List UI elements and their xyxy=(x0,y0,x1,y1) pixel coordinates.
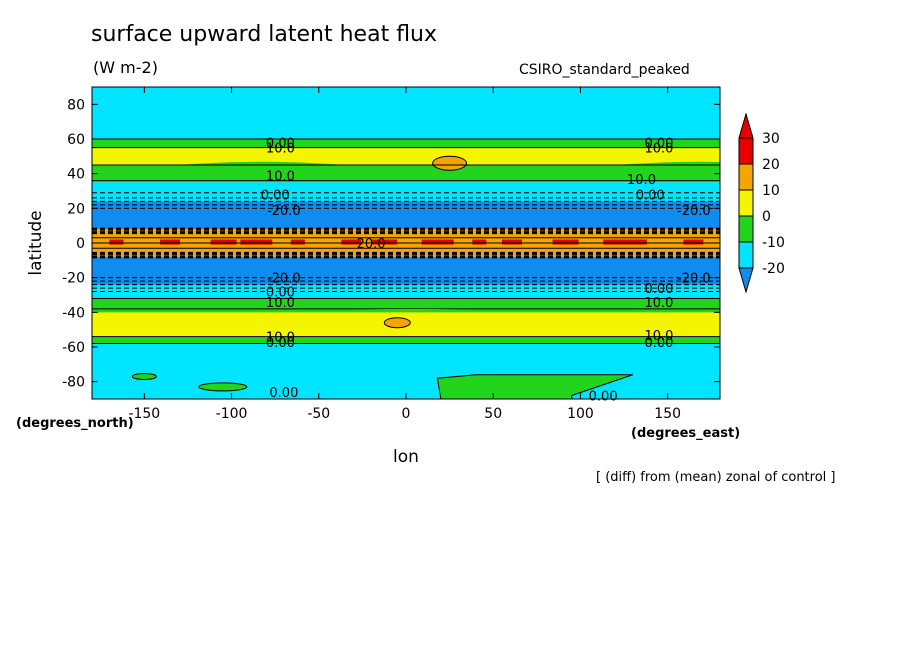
colorbar-swatch xyxy=(738,215,754,243)
plot-features xyxy=(92,155,720,400)
contour-label: 0.00 xyxy=(266,336,295,351)
equatorial-streak xyxy=(341,239,362,245)
contour-label: 0.00 xyxy=(269,386,298,401)
y-tick-label: -20 xyxy=(62,271,85,287)
equatorial-streak xyxy=(501,239,522,245)
equatorial-streak xyxy=(603,239,636,245)
colorbar-swatch xyxy=(738,189,754,217)
x-tick-label: 100 xyxy=(567,406,594,422)
contour-label: 0.00 xyxy=(644,282,673,297)
lat-band-4 xyxy=(92,182,720,202)
sh-green-wave xyxy=(92,304,720,313)
contour-label: 0.00 xyxy=(644,336,673,351)
colorbar-swatch xyxy=(738,137,754,165)
colorbar-label: 10 xyxy=(762,183,780,199)
axes: -150 -100 -50 0 50 100 150 -80 -60 -40 -20 0 20 40 60 8… xyxy=(62,87,720,422)
contour-label: 10.0 xyxy=(266,331,295,346)
contour-label: 0.00 xyxy=(644,136,673,151)
colorbar: -20 -10 0 10 20 30 xyxy=(738,112,785,294)
y-tick-label: 60 xyxy=(67,132,85,148)
equatorial-streak xyxy=(421,239,454,245)
lat-band-7 xyxy=(92,256,720,285)
model-name: CSIRO_standard_peaked xyxy=(519,62,690,78)
x-tick-label: 50 xyxy=(484,406,502,422)
y-tick-label: 0 xyxy=(76,236,85,252)
equatorial-streak xyxy=(160,239,181,245)
y-tick-label: -80 xyxy=(62,375,85,391)
contour-label: -20.0 xyxy=(267,204,301,219)
contour-label: 10.0 xyxy=(644,329,673,344)
contour-label: 0.00 xyxy=(266,286,295,301)
colorbar-label: 20 xyxy=(762,157,780,173)
contour-label: 0.00 xyxy=(589,390,618,405)
contour-label: -20.0 xyxy=(677,272,711,287)
contour-label: 10.0 xyxy=(266,142,295,157)
contour-label: 20.0 xyxy=(357,237,386,252)
contour-label: 10.0 xyxy=(627,173,656,188)
chart-units: (W m-2) xyxy=(93,58,158,77)
contour-lines xyxy=(92,138,720,345)
colorbar-label: 0 xyxy=(762,209,771,225)
chart-title: surface upward latent heat flux xyxy=(91,22,438,47)
equatorial-streak xyxy=(210,239,237,245)
y-axis-unit: (degrees_north) xyxy=(16,416,134,431)
colorbar-min-arrow xyxy=(738,267,754,294)
y-tick-label: 40 xyxy=(67,167,85,183)
x-axis-unit: (degrees_east) xyxy=(631,426,741,441)
y-tick-label: 80 xyxy=(67,97,85,113)
contour-label: 10.0 xyxy=(644,296,673,311)
lat-band-9 xyxy=(92,298,720,309)
lat-band-12 xyxy=(92,343,720,399)
antarctic-green-blob-1 xyxy=(198,382,248,392)
colorbar-swatch xyxy=(738,241,754,269)
x-tick-label: -50 xyxy=(307,406,330,422)
contour-label: 0.00 xyxy=(636,188,665,203)
contour-label: 10.0 xyxy=(266,296,295,311)
contour-label: 10.0 xyxy=(266,169,295,184)
lat-band-1 xyxy=(92,139,720,148)
x-tick-label: -100 xyxy=(216,406,248,422)
equatorial-streak xyxy=(371,239,398,245)
equatorial-streak xyxy=(240,239,273,245)
equatorial-streak xyxy=(109,239,124,245)
x-tick-label: 0 xyxy=(402,406,411,422)
lat-band-0 xyxy=(92,87,720,139)
contour-label: -20.0 xyxy=(267,272,301,287)
sh-orange-blob xyxy=(383,317,411,329)
contour-label: -20.0 xyxy=(677,204,711,219)
y-tick-label: -40 xyxy=(62,305,85,321)
antarctic-green-blob-2 xyxy=(131,372,157,380)
colorbar-label: -20 xyxy=(762,261,785,277)
footnote: [ (diff) from (mean) zonal of control ] xyxy=(596,470,836,485)
y-tick-label: -60 xyxy=(62,340,85,356)
colorbar-label: -10 xyxy=(762,235,785,251)
lat-band-5 xyxy=(92,201,720,230)
equatorial-streak xyxy=(552,239,579,245)
contour-label: 0.00 xyxy=(261,188,290,203)
contour-label: 10.0 xyxy=(644,142,673,157)
lat-band-11 xyxy=(92,336,720,344)
equatorial-streak xyxy=(632,239,647,245)
x-tick-label: 150 xyxy=(654,406,681,422)
nh-orange-blob xyxy=(432,155,468,171)
colorbar-max-arrow xyxy=(738,112,754,139)
lat-band-2 xyxy=(92,147,720,165)
y-tick-label: 20 xyxy=(67,201,85,217)
equatorial-streak xyxy=(290,239,305,245)
colorbar-label: 30 xyxy=(762,131,780,147)
x-axis-label: lon xyxy=(393,447,419,467)
colorbar-swatch xyxy=(738,163,754,191)
nh-green-wave xyxy=(92,161,720,181)
equatorial-streak xyxy=(683,239,704,245)
equatorial-streak xyxy=(472,239,487,245)
contour-label: 0.00 xyxy=(266,136,295,151)
x-tick-label: -150 xyxy=(128,406,160,422)
